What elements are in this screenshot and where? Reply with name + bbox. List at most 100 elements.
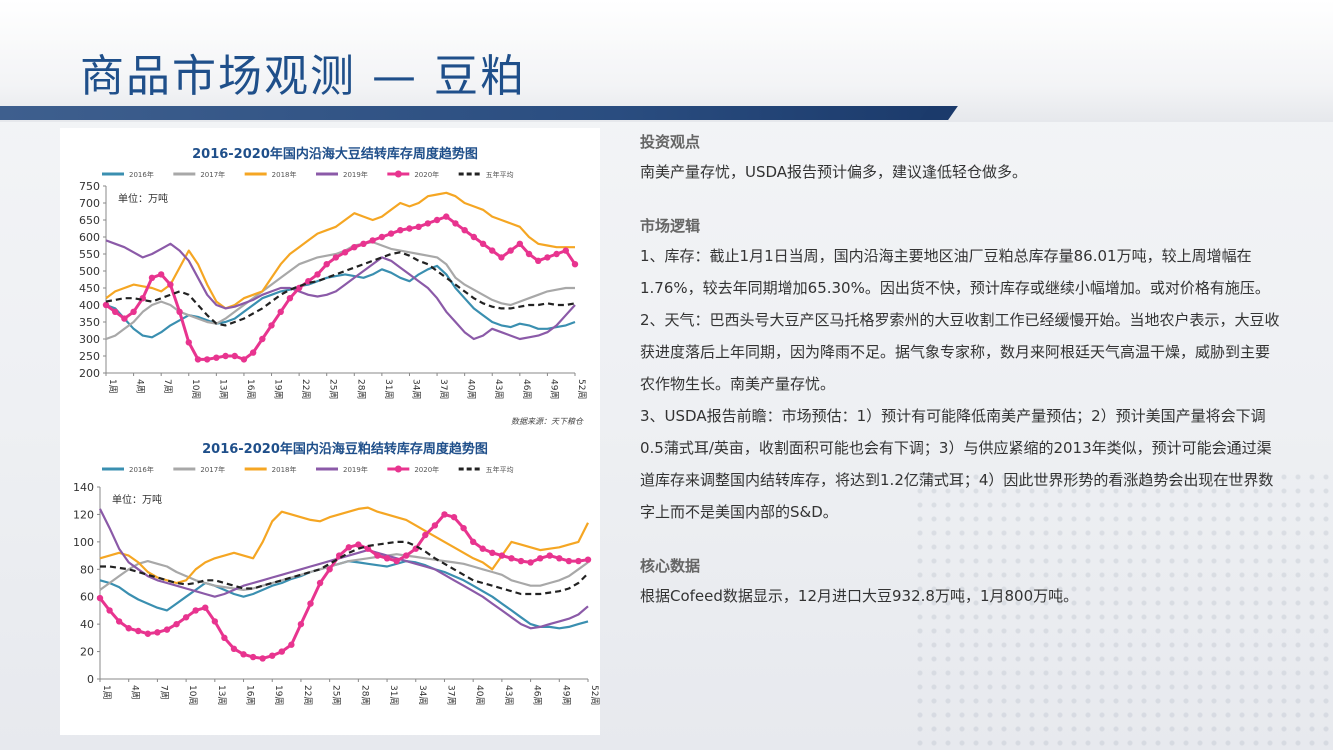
data-point-2020 (517, 557, 525, 565)
data-point-2020 (144, 630, 152, 637)
legend-label: 五年平均 (486, 170, 514, 179)
data-point-2020 (106, 607, 113, 614)
data-point-2020 (211, 618, 219, 625)
y-tick-label: 60 (80, 591, 94, 604)
x-tick-label: 10周 (187, 685, 198, 705)
data-point-2020 (259, 335, 266, 343)
chart-soymeal-inventory: 2016-2020年国内沿海豆粕结转库存周度趋势图 2016年 2017年 2018年… (60, 435, 600, 735)
series-line-2019年 (105, 239, 576, 341)
x-tick-label: 34周 (417, 685, 428, 705)
investment-view-text: 南美产量存忧，USDA报告预计偏多，建议逢低轻仓做多。 (640, 163, 1028, 181)
x-tick-label: 52周 (576, 379, 587, 399)
x-tick-label: 28周 (355, 379, 366, 399)
x-tick-label: 43周 (493, 379, 504, 399)
data-point-2020 (431, 522, 439, 529)
section-heading-investment-view: 投资观点 (640, 133, 701, 151)
y-tick-label: 350 (79, 316, 100, 329)
y-tick-label: 200 (79, 367, 100, 380)
data-point-2020 (443, 213, 450, 220)
legend-label: 2017年 (200, 170, 225, 179)
x-tick-label: 49周 (560, 685, 571, 705)
chart-title: 2016-2020年国内沿海大豆结转库存周度趋势图 (192, 146, 478, 162)
y-tick-label: 750 (79, 180, 100, 193)
data-point-2020 (479, 545, 486, 552)
legend-label: 2019年 (343, 465, 368, 474)
data-point-2020 (489, 549, 496, 557)
data-point-2020 (213, 354, 220, 361)
data-point-2020 (307, 600, 314, 607)
x-tick-label: 19周 (273, 685, 284, 705)
data-point-2020 (393, 557, 400, 565)
data-point-2020 (508, 555, 515, 562)
y-tick-label: 0 (87, 673, 94, 686)
data-point-2020 (203, 356, 211, 363)
data-point-2020 (469, 538, 477, 546)
data-point-2020 (230, 645, 238, 653)
data-point-2020 (157, 271, 165, 278)
x-tick-label: 40周 (474, 685, 485, 705)
data-point-2020 (221, 634, 228, 642)
data-point-2020 (314, 271, 321, 278)
data-point-2020 (498, 552, 506, 559)
legend-marker (394, 465, 402, 473)
data-point-2020 (115, 618, 123, 625)
y-tick-label: 550 (79, 248, 100, 261)
x-tick-label: 7周 (162, 379, 173, 394)
legend-label: 2016年 (129, 465, 154, 474)
y-tick-label: 300 (79, 333, 100, 346)
x-tick-label: 16周 (245, 379, 256, 399)
data-point-2020 (479, 240, 487, 247)
series-line-2020年 (105, 215, 577, 361)
data-point-2020 (222, 352, 229, 360)
chart-soybean-inventory: 2016-2020年国内沿海大豆结转库存周度趋势图 2016年 2017年 2018年… (60, 128, 600, 435)
data-point-2020 (182, 614, 190, 621)
series-line-2017年 (105, 240, 575, 341)
data-point-2020 (288, 641, 295, 648)
x-tick-label: 4周 (130, 685, 141, 700)
data-point-2020 (121, 315, 128, 322)
legend-label: 2020年 (414, 170, 439, 179)
data-point-2020 (240, 356, 248, 363)
data-point-2020 (269, 652, 276, 659)
series-line-五年平均 (105, 251, 576, 327)
data-point-2020 (102, 301, 110, 309)
data-point-2020 (277, 308, 284, 315)
data-point-2020 (553, 250, 560, 258)
data-point-2020 (387, 230, 395, 237)
unit-label: 单位：万吨 (118, 192, 168, 205)
data-point-2020 (341, 249, 349, 256)
legend-label: 2016年 (129, 170, 154, 179)
x-tick-label: 1周 (107, 379, 118, 394)
y-tick-label: 650 (79, 214, 100, 227)
x-tick-label: 19周 (273, 379, 284, 399)
data-point-2020 (452, 220, 459, 227)
data-point-2020 (323, 261, 330, 268)
data-point-2020 (286, 295, 294, 302)
chart-soymeal-inventory-svg: 2016-2020年国内沿海豆粕结转库存周度趋势图 2016年 2017年 2018年… (73, 441, 600, 705)
data-point-2020 (489, 247, 496, 254)
data-point-2020 (546, 552, 553, 559)
x-tick-label: 22周 (302, 685, 313, 705)
data-point-2020 (194, 356, 202, 363)
legend-label: 2019年 (343, 170, 368, 179)
data-point-2020 (383, 555, 391, 562)
background-dot-pattern (913, 470, 1333, 750)
data-point-2020 (278, 648, 286, 655)
x-tick-label: 25周 (328, 379, 339, 399)
data-point-2020 (249, 653, 257, 661)
x-tick-label: 37周 (445, 685, 456, 705)
x-tick-label: 52周 (589, 685, 600, 705)
data-point-2020 (378, 233, 386, 241)
data-point-2020 (374, 552, 381, 559)
series-line-2019年 (99, 508, 589, 630)
data-point-2020 (571, 261, 579, 268)
y-tick-label: 400 (79, 299, 100, 312)
data-point-2020 (415, 223, 422, 230)
page-title: 商品市场观测 — 豆粕 (80, 51, 526, 102)
data-point-2020 (562, 247, 570, 254)
data-point-2020 (544, 254, 551, 261)
data-point-2020 (192, 607, 199, 614)
data-point-2020 (249, 349, 257, 356)
legend-label: 2020年 (414, 465, 439, 474)
data-point-2020 (297, 620, 305, 628)
